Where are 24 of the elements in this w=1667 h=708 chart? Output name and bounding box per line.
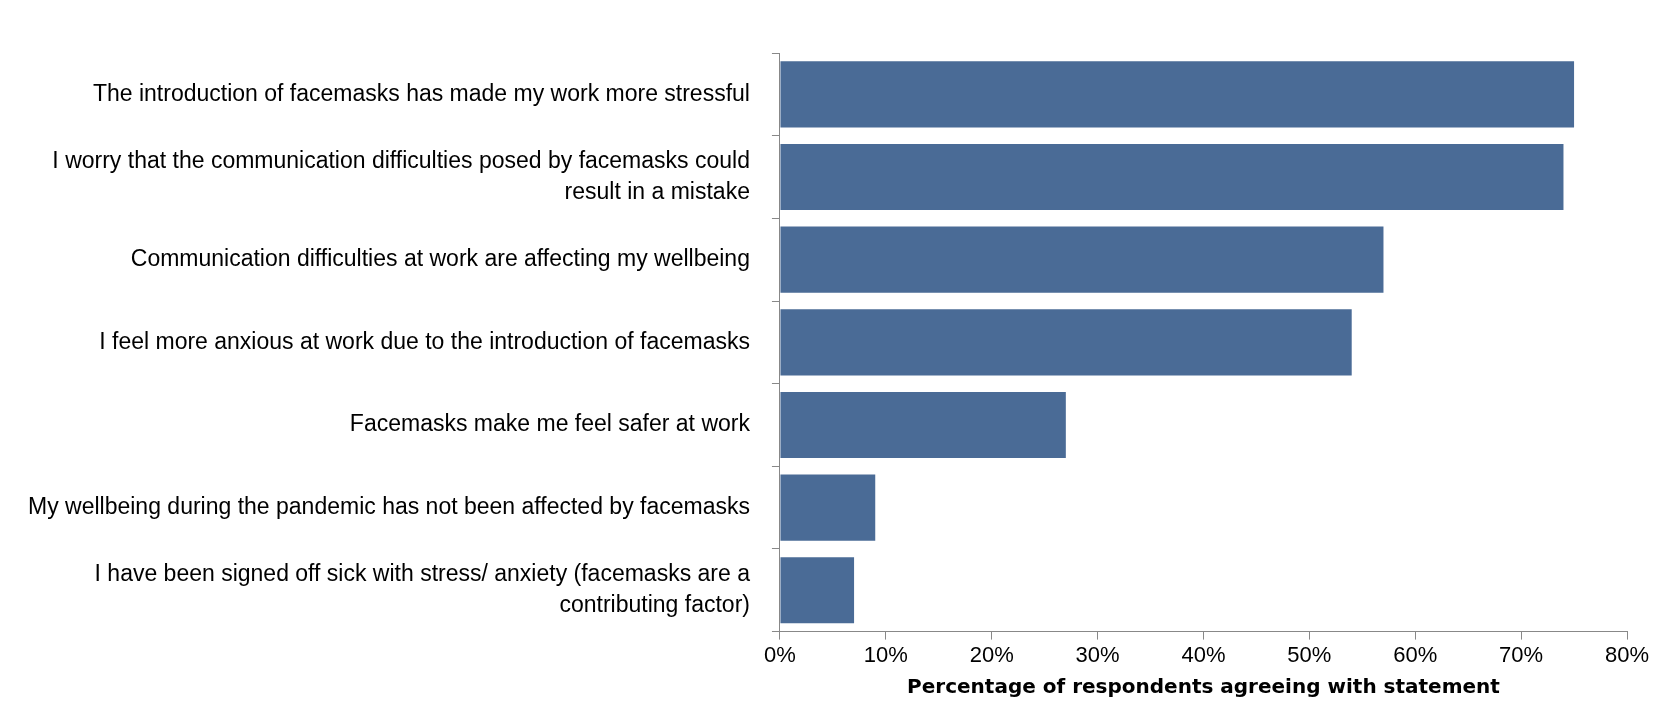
x-tick-label: 50% [1287,641,1332,667]
y-tick-label: Facemasks make me feel safer at work [349,410,751,437]
x-tick-label: 70% [1499,641,1544,667]
x-axis-title: Percentage of respondents agreeing with statement [907,674,1501,699]
x-tick-label: 40% [1181,641,1226,667]
bar [780,391,1066,459]
bar [780,557,855,624]
y-tick-label: I feel more anxious at work due to the introduction of facemasks [99,327,750,354]
y-tick-label: I worry that the communication difficulties posed by facemasks could result in a mistake [52,146,750,204]
x-tick-label: 20% [969,641,1014,667]
x-tick-label: 60% [1393,641,1438,667]
bar [780,226,1384,293]
bar [780,474,876,541]
x-tick-label: 10% [863,641,908,667]
x-tick-label: 30% [1075,641,1120,667]
x-tick-label: 80% [1604,641,1650,667]
bar [780,143,1564,211]
y-tick-label: Communication difficulties at work are affecting my wellbeing [130,245,750,272]
y-tick-label: My wellbeing during the pandemic has not been affected by facemasks [28,492,750,519]
y-tick-label: I have been signed off sick with stress/ anxiety (facemasks are a contributing factor) [94,560,751,618]
x-tick-label: 0% [764,641,796,667]
y-tick-label: The introduction of facemasks has made my work more stressful [92,79,750,106]
bar [780,61,1575,128]
bar [780,309,1352,376]
